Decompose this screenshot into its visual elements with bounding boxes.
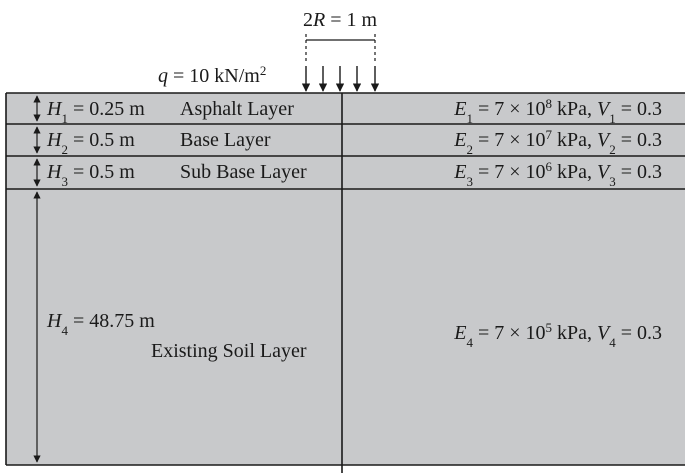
layer-4-properties: E4 = 7 × 105 kPa, V4 = 0.3	[453, 320, 662, 350]
layer-boundaries	[5, 92, 685, 473]
load-width-dimension	[305, 34, 376, 62]
layer-3-properties: E3 = 7 × 106 kPa, V3 = 0.3	[453, 159, 662, 189]
layer-2-thickness: H2 = 0.5 m	[46, 129, 135, 157]
layer-1-thickness: H1 = 0.25 m	[46, 98, 145, 126]
layer-1-name: Asphalt Layer	[180, 98, 294, 120]
layer-block	[6, 93, 685, 465]
layer-3-thickness: H3 = 0.5 m	[46, 161, 135, 189]
layer-3-name: Sub Base Layer	[180, 161, 307, 183]
layer-1-properties: E1 = 7 × 108 kPa, V1 = 0.3	[453, 96, 662, 126]
layer-2-name: Base Layer	[180, 129, 271, 151]
load-width-label: 2R = 1 m	[303, 9, 377, 31]
layer-4-thickness: H4 = 48.75 m	[46, 310, 155, 338]
distributed-load-arrows	[301, 66, 380, 92]
layer-2-properties: E2 = 7 × 107 kPa, V2 = 0.3	[453, 127, 662, 157]
layer-4-name: Existing Soil Layer	[151, 340, 307, 362]
load-pressure-label: q = 10 kN/m2	[158, 63, 266, 88]
